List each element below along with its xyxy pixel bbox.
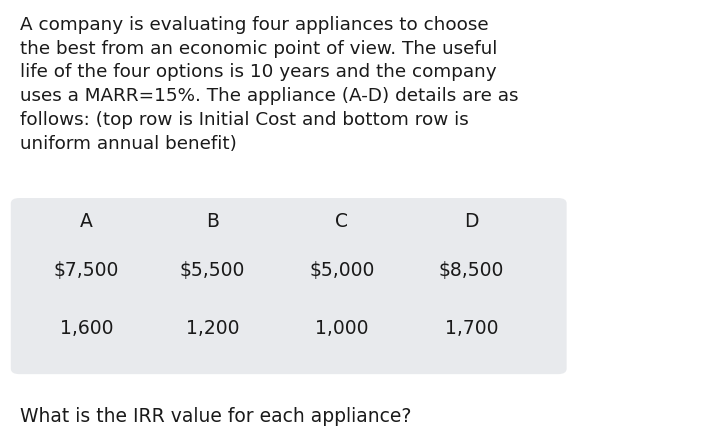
FancyBboxPatch shape: [11, 198, 567, 374]
Text: 1,000: 1,000: [315, 319, 369, 338]
Text: B: B: [206, 212, 219, 231]
Text: C: C: [336, 212, 348, 231]
Text: $8,500: $8,500: [439, 261, 504, 280]
Text: What is the IRR value for each appliance?: What is the IRR value for each appliance…: [20, 406, 412, 426]
Text: $5,000: $5,000: [310, 261, 374, 280]
Text: A company is evaluating four appliances to choose
the best from an economic poin: A company is evaluating four appliances …: [20, 16, 518, 153]
Text: $5,500: $5,500: [180, 261, 245, 280]
Text: 1,700: 1,700: [445, 319, 498, 338]
Text: A: A: [80, 212, 93, 231]
Text: $7,500: $7,500: [54, 261, 119, 280]
Text: D: D: [464, 212, 479, 231]
Text: 1,200: 1,200: [186, 319, 239, 338]
Text: 1,600: 1,600: [60, 319, 113, 338]
